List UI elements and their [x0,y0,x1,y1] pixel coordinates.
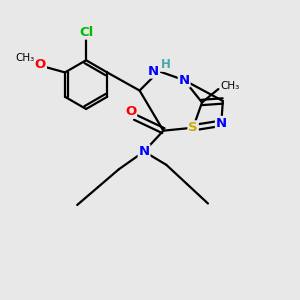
Text: N: N [178,74,190,87]
Text: Cl: Cl [79,26,93,38]
Text: CH₃: CH₃ [15,52,34,63]
Text: N: N [216,117,227,130]
Text: O: O [35,58,46,71]
Text: Cl: Cl [79,26,93,38]
Text: N: N [139,145,150,158]
Text: CH₃: CH₃ [220,80,239,91]
Text: O: O [125,105,136,118]
Text: N: N [148,65,159,78]
Text: O: O [35,58,46,71]
Text: S: S [188,121,198,134]
Text: H: H [160,58,170,71]
